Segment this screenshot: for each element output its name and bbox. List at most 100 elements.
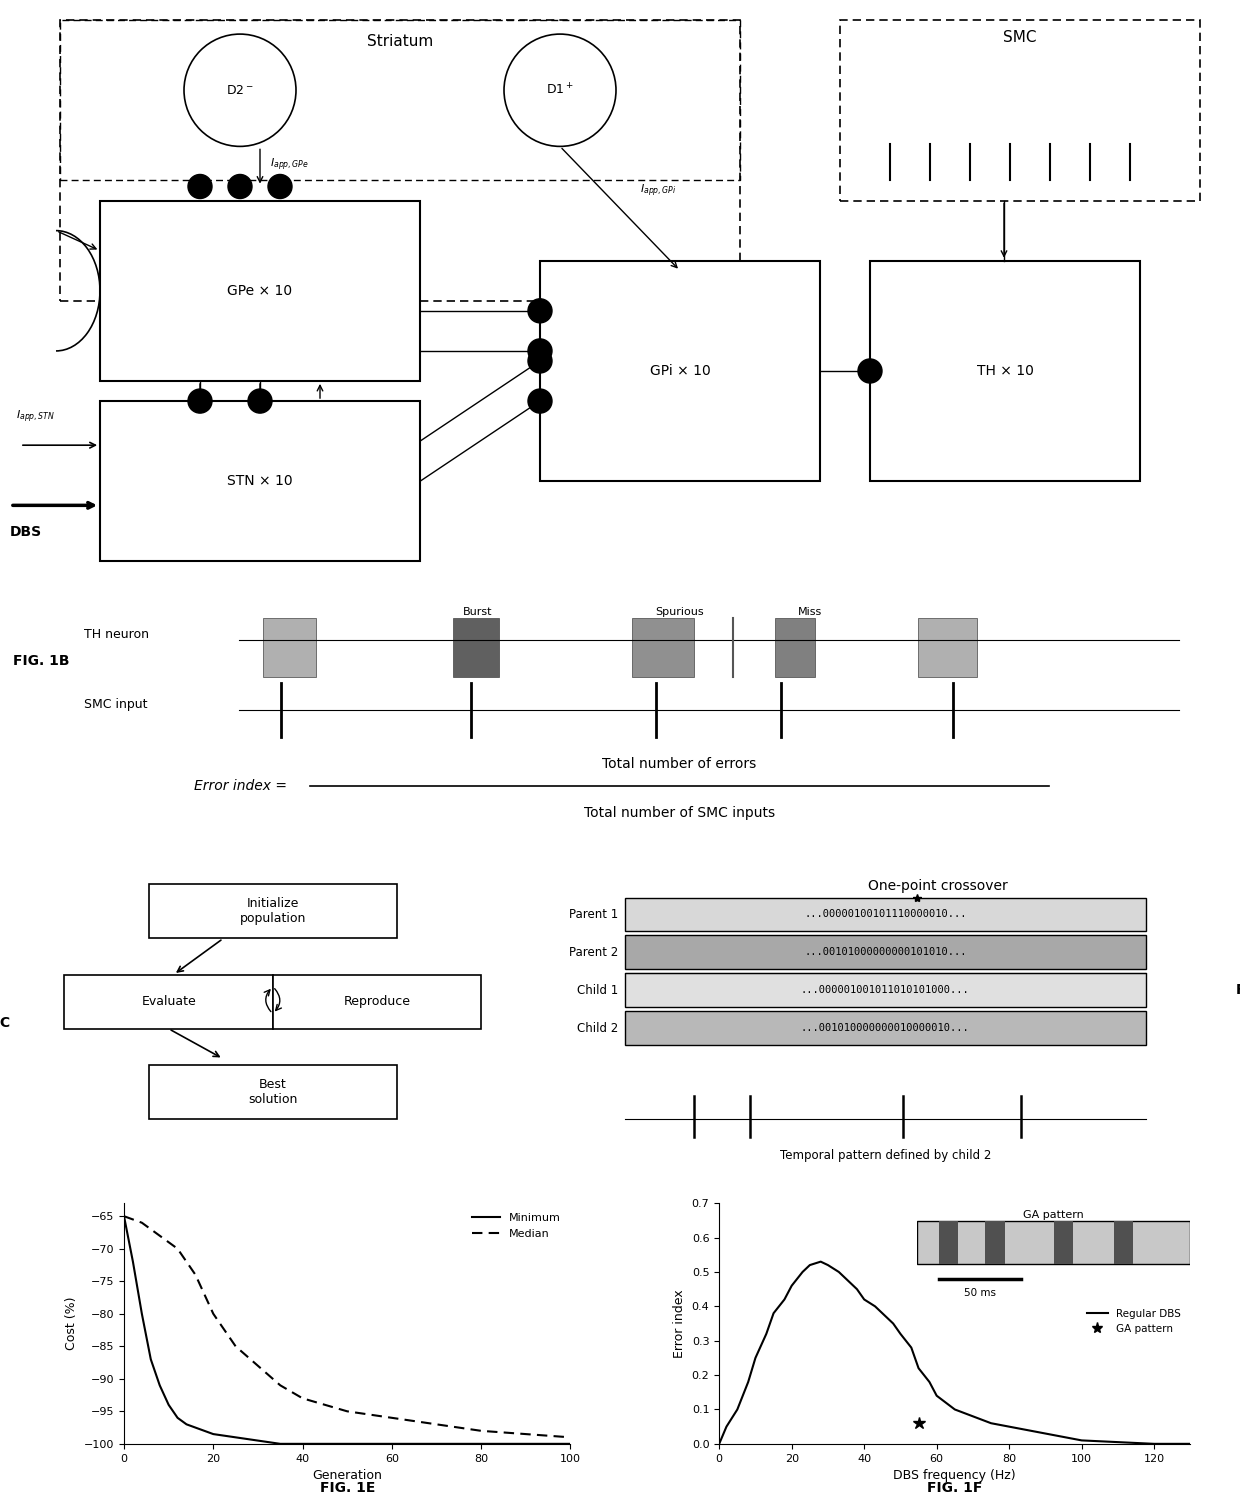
Text: SMC input: SMC input: [84, 698, 148, 711]
Median: [179, 1253, 193, 1271]
Median: [188, 1266, 203, 1284]
Text: FIG. 1E: FIG. 1E: [320, 1481, 374, 1495]
Bar: [625, 935, 1146, 969]
Regular DBS: [712, 1435, 727, 1453]
Minimum: [125, 1253, 140, 1271]
Text: GPi × 10: GPi × 10: [650, 364, 711, 378]
Text: ...001010000000010000010...: ...001010000000010000010...: [801, 1023, 970, 1033]
Minimum: [134, 1305, 149, 1324]
Regular DBS: [777, 1290, 792, 1308]
Bar: [100, 200, 420, 381]
Median: [170, 1239, 185, 1257]
Regular DBS: [740, 1373, 755, 1391]
Minimum: [228, 1429, 243, 1447]
Text: Parent 1: Parent 1: [569, 908, 618, 920]
Legend: Minimum, Median: Minimum, Median: [467, 1209, 565, 1244]
Regular DBS: [795, 1263, 810, 1281]
Circle shape: [228, 174, 252, 199]
Bar: [775, 618, 815, 677]
Minimum: [144, 1351, 159, 1369]
Regular DBS: [875, 1304, 890, 1322]
Minimum: [250, 1432, 265, 1450]
Median: [161, 1233, 176, 1251]
Text: Initialize
population: Initialize population: [239, 898, 306, 925]
Median: [340, 1402, 355, 1420]
Minimum: [429, 1435, 444, 1453]
Legend: Regular DBS, GA pattern: Regular DBS, GA pattern: [1083, 1304, 1185, 1339]
Regular DBS: [868, 1298, 883, 1316]
Minimum: [153, 1376, 167, 1394]
Minimum: [273, 1435, 288, 1453]
Circle shape: [528, 338, 552, 362]
Text: ...00000100101110000010...: ...00000100101110000010...: [804, 910, 967, 919]
Circle shape: [528, 299, 552, 323]
Minimum: [117, 1208, 131, 1226]
Bar: [60, 20, 740, 301]
Minimum: [474, 1435, 489, 1453]
Minimum: [170, 1409, 185, 1427]
Bar: [539, 260, 820, 481]
Minimum: [197, 1421, 212, 1439]
X-axis label: Generation: Generation: [312, 1469, 382, 1481]
Bar: [149, 1065, 397, 1119]
Median: [295, 1390, 310, 1408]
Bar: [625, 973, 1146, 1008]
Bar: [64, 975, 273, 1029]
Text: Burst: Burst: [463, 608, 492, 617]
Text: TH × 10: TH × 10: [977, 364, 1033, 378]
Text: Child 1: Child 1: [577, 984, 618, 997]
Line: Minimum: Minimum: [124, 1217, 570, 1444]
Median: [384, 1409, 399, 1427]
Regular DBS: [821, 1256, 836, 1274]
Regular DBS: [766, 1304, 781, 1322]
Text: Temporal pattern defined by child 2: Temporal pattern defined by child 2: [780, 1149, 991, 1161]
Bar: [632, 618, 694, 677]
Regular DBS: [1074, 1432, 1089, 1450]
Regular DBS: [1038, 1424, 1053, 1442]
Median: [197, 1286, 212, 1304]
Line: Median: Median: [124, 1217, 570, 1438]
Regular DBS: [893, 1325, 908, 1343]
Text: Striatum: Striatum: [367, 35, 433, 50]
Minimum: [179, 1415, 193, 1433]
Text: One-point crossover: One-point crossover: [868, 878, 1007, 893]
Bar: [870, 260, 1140, 481]
Circle shape: [268, 174, 291, 199]
Regular DBS: [831, 1263, 846, 1281]
Text: Error index =: Error index =: [193, 779, 286, 793]
Regular DBS: [904, 1339, 919, 1357]
Text: FIG. 1C: FIG. 1C: [0, 1015, 10, 1030]
Text: Spurious: Spurious: [655, 608, 704, 617]
Bar: [100, 402, 420, 561]
Text: $\it{I}_{app,GPe}$: $\it{I}_{app,GPe}$: [270, 156, 309, 173]
Regular DBS: [1056, 1427, 1071, 1445]
Minimum: [340, 1435, 355, 1453]
Regular DBS: [966, 1408, 981, 1426]
Regular DBS: [857, 1290, 872, 1308]
Text: Miss: Miss: [799, 608, 822, 617]
Text: FIG. 1F: FIG. 1F: [928, 1481, 982, 1495]
Median: [474, 1421, 489, 1439]
Median: [563, 1429, 578, 1447]
Minimum: [563, 1435, 578, 1453]
Bar: [625, 1011, 1146, 1045]
Regular DBS: [1183, 1435, 1198, 1453]
Text: D2$^-$: D2$^-$: [226, 84, 254, 96]
Minimum: [188, 1418, 203, 1436]
Line: Regular DBS: Regular DBS: [719, 1262, 1190, 1444]
Bar: [918, 618, 977, 677]
Bar: [454, 618, 498, 677]
Median: [153, 1227, 167, 1245]
Text: $\it{I}_{app,GPi}$: $\it{I}_{app,GPi}$: [640, 182, 677, 199]
Bar: [263, 618, 316, 677]
Regular DBS: [838, 1269, 853, 1287]
Minimum: [161, 1396, 176, 1414]
Text: TH neuron: TH neuron: [84, 627, 149, 641]
Minimum: [206, 1426, 221, 1444]
Regular DBS: [929, 1387, 944, 1405]
Text: GPe × 10: GPe × 10: [227, 284, 293, 298]
Median: [518, 1426, 533, 1444]
Regular DBS: [719, 1418, 734, 1436]
Median: [429, 1415, 444, 1433]
Text: STN × 10: STN × 10: [227, 474, 293, 489]
